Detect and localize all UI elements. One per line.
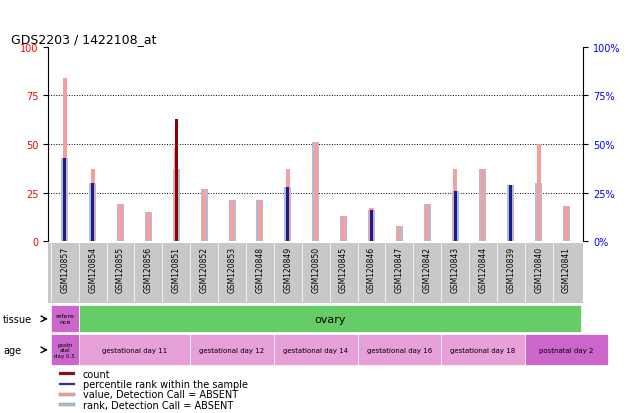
Bar [368, 211, 375, 242]
Bar [173, 170, 179, 242]
Bar [59, 404, 75, 406]
Text: GSM120842: GSM120842 [422, 247, 431, 292]
Bar [369, 209, 374, 242]
Text: gestational day 14: gestational day 14 [283, 347, 348, 353]
Text: GSM120846: GSM120846 [367, 247, 376, 293]
Bar [201, 189, 208, 242]
Bar [509, 197, 513, 242]
Text: GSM120841: GSM120841 [562, 247, 571, 292]
Bar [510, 185, 512, 242]
Bar [145, 212, 152, 242]
Text: refere
nce: refere nce [55, 313, 74, 325]
Bar [563, 206, 570, 242]
Text: GSM120840: GSM120840 [534, 247, 543, 293]
Bar [535, 183, 542, 242]
Text: percentile rank within the sample: percentile rank within the sample [83, 379, 248, 389]
Text: postnatal day 2: postnatal day 2 [539, 347, 594, 353]
Text: count: count [83, 369, 110, 379]
Text: GSM120854: GSM120854 [88, 247, 97, 293]
Text: GSM120857: GSM120857 [60, 247, 69, 293]
Text: GSM120853: GSM120853 [228, 247, 237, 293]
Bar [285, 187, 291, 242]
Bar [396, 226, 403, 242]
Bar [565, 206, 569, 242]
Text: GSM120856: GSM120856 [144, 247, 153, 293]
Bar [452, 191, 458, 242]
Text: ovary: ovary [314, 314, 345, 324]
Bar [340, 216, 347, 242]
Bar [397, 226, 401, 242]
Bar [454, 191, 456, 242]
Text: GSM120851: GSM120851 [172, 247, 181, 292]
Bar [229, 201, 235, 242]
Bar [479, 170, 487, 242]
Bar [63, 158, 66, 242]
Bar [370, 211, 373, 242]
Bar [202, 189, 206, 242]
Text: GSM120843: GSM120843 [451, 247, 460, 293]
Text: age: age [3, 345, 21, 355]
Bar [174, 148, 178, 242]
Bar [190, 335, 274, 366]
Bar [358, 335, 441, 366]
Bar [63, 78, 67, 242]
Text: GSM120845: GSM120845 [339, 247, 348, 293]
Text: GSM120839: GSM120839 [506, 247, 515, 293]
Bar [453, 170, 457, 242]
Bar [62, 158, 69, 242]
Bar [507, 185, 514, 242]
Bar [51, 306, 79, 332]
Bar [117, 205, 124, 242]
Bar [424, 205, 431, 242]
Text: gestational day 16: gestational day 16 [367, 347, 432, 353]
Bar [119, 205, 122, 242]
Bar [59, 373, 75, 375]
Bar [59, 383, 75, 385]
Text: GSM120848: GSM120848 [256, 247, 265, 292]
Bar [525, 335, 608, 366]
Bar [258, 201, 262, 242]
Text: GDS2203 / 1422108_at: GDS2203 / 1422108_at [11, 33, 156, 46]
Bar [79, 335, 190, 366]
Bar [89, 183, 96, 242]
Bar [90, 170, 95, 242]
Bar [174, 119, 178, 242]
Text: GSM120844: GSM120844 [478, 247, 487, 293]
Bar [481, 170, 485, 242]
Bar [312, 142, 319, 242]
Text: postn
atal
day 0.5: postn atal day 0.5 [54, 342, 75, 358]
Bar [287, 187, 289, 242]
Text: GSM120852: GSM120852 [200, 247, 209, 292]
Text: value, Detection Call = ABSENT: value, Detection Call = ABSENT [83, 389, 238, 399]
Text: gestational day 11: gestational day 11 [102, 347, 167, 353]
Bar [59, 393, 75, 396]
Bar [146, 212, 151, 242]
Text: gestational day 18: gestational day 18 [451, 347, 515, 353]
Text: GSM120849: GSM120849 [283, 247, 292, 293]
Text: GSM120850: GSM120850 [311, 247, 320, 293]
Bar [313, 142, 318, 242]
Bar [286, 170, 290, 242]
Bar [91, 183, 94, 242]
Bar [230, 201, 234, 242]
Bar [441, 335, 525, 366]
Bar [425, 205, 429, 242]
Bar [175, 170, 178, 242]
Text: GSM120847: GSM120847 [395, 247, 404, 293]
Bar [274, 335, 358, 366]
Text: tissue: tissue [3, 314, 32, 324]
Text: rank, Detection Call = ABSENT: rank, Detection Call = ABSENT [83, 400, 233, 410]
Bar [256, 201, 263, 242]
Text: gestational day 12: gestational day 12 [199, 347, 265, 353]
Text: GSM120855: GSM120855 [116, 247, 125, 293]
Bar [342, 216, 345, 242]
Bar [537, 145, 541, 242]
Bar [51, 335, 79, 366]
